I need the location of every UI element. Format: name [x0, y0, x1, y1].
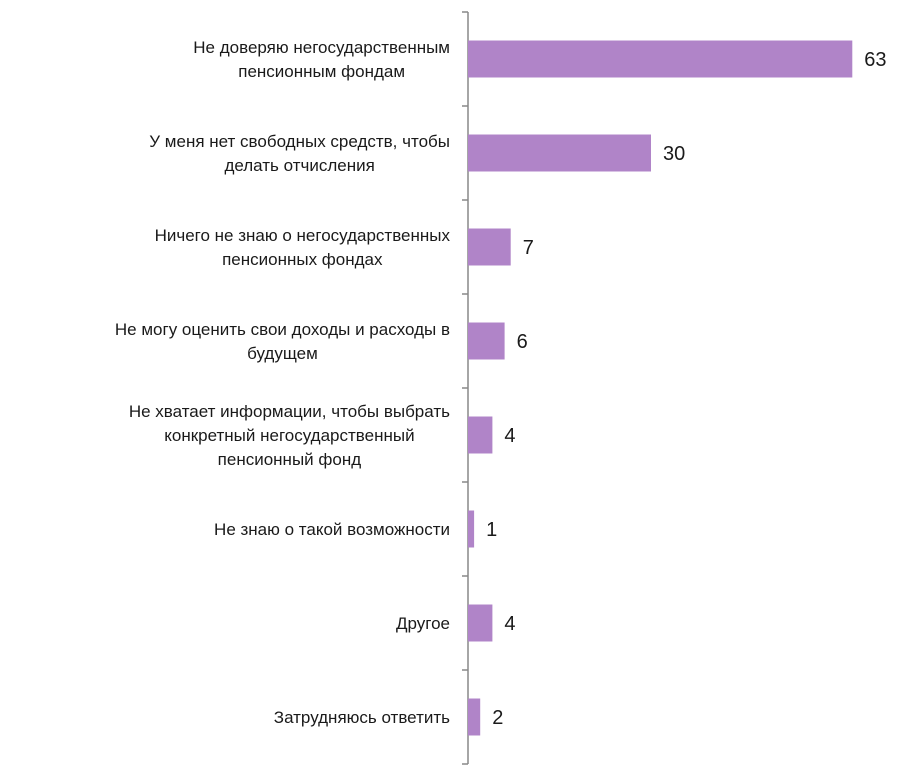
bar [468, 604, 493, 642]
category-label-line: Ничего не знаю о негосударственных [155, 226, 451, 245]
category-label-line: конкретный негосударственный [164, 426, 414, 445]
data-label: 7 [523, 237, 534, 259]
category-label-line: делать отчисления [224, 156, 374, 175]
data-label: 4 [504, 425, 515, 447]
category-label: Другое [396, 614, 450, 633]
category-label: У меня нет свободных средств, чтобы делат… [149, 132, 450, 175]
data-label: 4 [504, 613, 515, 635]
data-label: 1 [486, 519, 497, 541]
category-axis [462, 11, 469, 765]
bars [468, 40, 853, 736]
category-label-line: Затрудняюсь ответить [274, 708, 450, 727]
bar [468, 322, 505, 360]
data-label: 2 [492, 707, 503, 729]
bar [468, 698, 481, 736]
data-label: 63 [864, 49, 886, 71]
bar [468, 40, 853, 78]
category-label: Не хватает информации, чтобы выбрать конк… [129, 402, 450, 469]
category-label: Ничего не знаю о негосударственных пенсио… [155, 226, 451, 269]
bar [468, 134, 651, 172]
category-label: Затрудняюсь ответить [274, 708, 450, 727]
category-label-line: Другое [396, 614, 450, 633]
bar [468, 228, 511, 266]
category-label-line: Не могу оценить свои доходы и расходы в [115, 320, 450, 339]
category-label-line: пенсионный фонд [218, 450, 362, 469]
data-label: 6 [517, 331, 528, 353]
category-label-line: пенсионных фондах [222, 250, 383, 269]
category-label-line: пенсионным фондам [238, 62, 405, 81]
category-label-line: Не знаю о такой возможности [214, 520, 450, 539]
data-label: 30 [663, 143, 685, 165]
category-label-line: Не хватает информации, чтобы выбрать [129, 402, 450, 421]
category-label-line: Не доверяю негосударственным [193, 38, 450, 57]
category-labels: Не доверяю негосударственным пенсионным ф… [115, 38, 451, 727]
category-label: Не знаю о такой возможности [214, 520, 450, 539]
category-label-line: У меня нет свободных средств, чтобы [149, 132, 450, 151]
category-label: Не доверяю негосударственным пенсионным ф… [193, 38, 450, 81]
bar [468, 416, 493, 454]
category-label-line: будущем [247, 344, 318, 363]
bar [468, 510, 475, 548]
category-label: Не могу оценить свои доходы и расходы в б… [115, 320, 450, 363]
value-labels: 63 30 7 6 4 1 4 2 [486, 49, 886, 729]
